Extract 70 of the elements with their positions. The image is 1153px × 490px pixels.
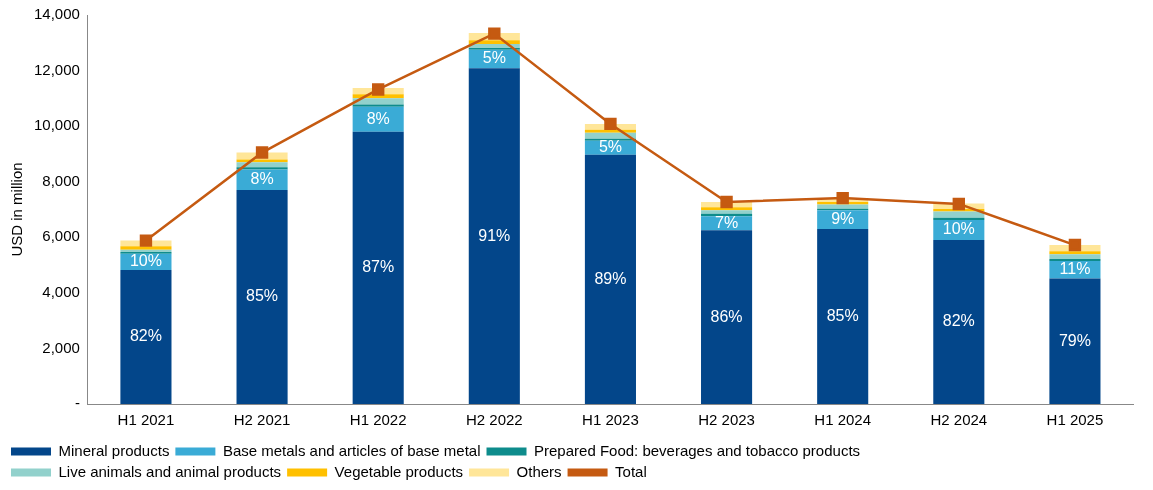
point	[952, 197, 966, 211]
y-tick-label: 6,000	[42, 227, 80, 245]
bar	[933, 211, 985, 218]
bar	[352, 131, 404, 404]
legend-label: Base metals and articles of base metal	[222, 441, 481, 459]
legend-label: Prepared Food: beverages and tobacco products	[534, 441, 861, 459]
bar	[817, 228, 869, 404]
annotation: 11%	[1059, 260, 1091, 278]
bar	[701, 230, 753, 404]
legend-label: Live animals and animal products	[58, 462, 282, 480]
bar	[1049, 278, 1101, 404]
annotation: 10%	[942, 220, 975, 238]
annotation: 8%	[250, 170, 274, 188]
x-tick-label: H1 2021	[117, 411, 175, 429]
bar	[1049, 251, 1101, 255]
x-tick-label: H1 2024	[814, 411, 872, 429]
annotation: 86%	[710, 307, 743, 325]
bar	[933, 240, 985, 404]
legend-label: Total	[615, 462, 647, 480]
x-tick-label: H2 2022	[465, 411, 523, 429]
bar	[236, 190, 288, 404]
bar	[584, 129, 636, 133]
annotation: 85%	[246, 287, 279, 305]
x-tick-label: H1 2023	[582, 411, 639, 429]
bar	[584, 154, 636, 404]
point	[488, 27, 501, 40]
x-tick-label: H2 2024	[930, 411, 988, 429]
y-tick-label: 4,000	[42, 283, 80, 300]
annotation: 87%	[362, 258, 395, 276]
y-tick-label: 10,000	[33, 116, 80, 134]
bar	[236, 162, 288, 168]
annotation: 5%	[482, 49, 506, 67]
point	[255, 146, 269, 159]
y-tick-label: -	[74, 394, 80, 412]
x-tick-label: H1 2025	[1046, 411, 1104, 429]
x-tick-label: H2 2023	[698, 411, 755, 429]
annotation: 9%	[831, 210, 855, 228]
annotation: 89%	[594, 269, 627, 287]
y-tick-label: 14,000	[33, 5, 80, 23]
point	[139, 234, 153, 247]
annotation: 79%	[1058, 331, 1091, 349]
point	[720, 195, 733, 209]
x-tick-label: H1 2022	[349, 411, 407, 429]
legend-label: Others	[516, 462, 562, 480]
bar	[352, 104, 404, 107]
point	[836, 191, 849, 205]
legend-label: Mineral products	[58, 441, 170, 459]
annotation: 82%	[942, 312, 975, 330]
legend-label: Vegetable products	[334, 462, 464, 480]
point	[371, 83, 385, 96]
annotation: 5%	[598, 138, 622, 156]
annotation: 8%	[366, 109, 390, 127]
annotation: 91%	[478, 226, 511, 244]
y-tick-label: 2,000	[42, 338, 80, 356]
annotation: 85%	[826, 306, 859, 324]
bar	[817, 204, 869, 209]
point	[604, 117, 617, 131]
y-tick-label: 8,000	[42, 171, 80, 189]
y-axis-title: USD in million	[8, 162, 26, 257]
bar	[468, 68, 520, 404]
bar	[1049, 254, 1101, 259]
annotation: 82%	[129, 327, 162, 345]
x-tick-label: H2 2021	[233, 411, 291, 429]
bar	[584, 132, 636, 139]
bar	[236, 159, 288, 163]
annotation: 7%	[715, 213, 739, 231]
y-tick-label: 12,000	[33, 60, 80, 78]
point	[1068, 238, 1082, 252]
annotation: 10%	[129, 252, 162, 270]
bar	[120, 270, 172, 404]
